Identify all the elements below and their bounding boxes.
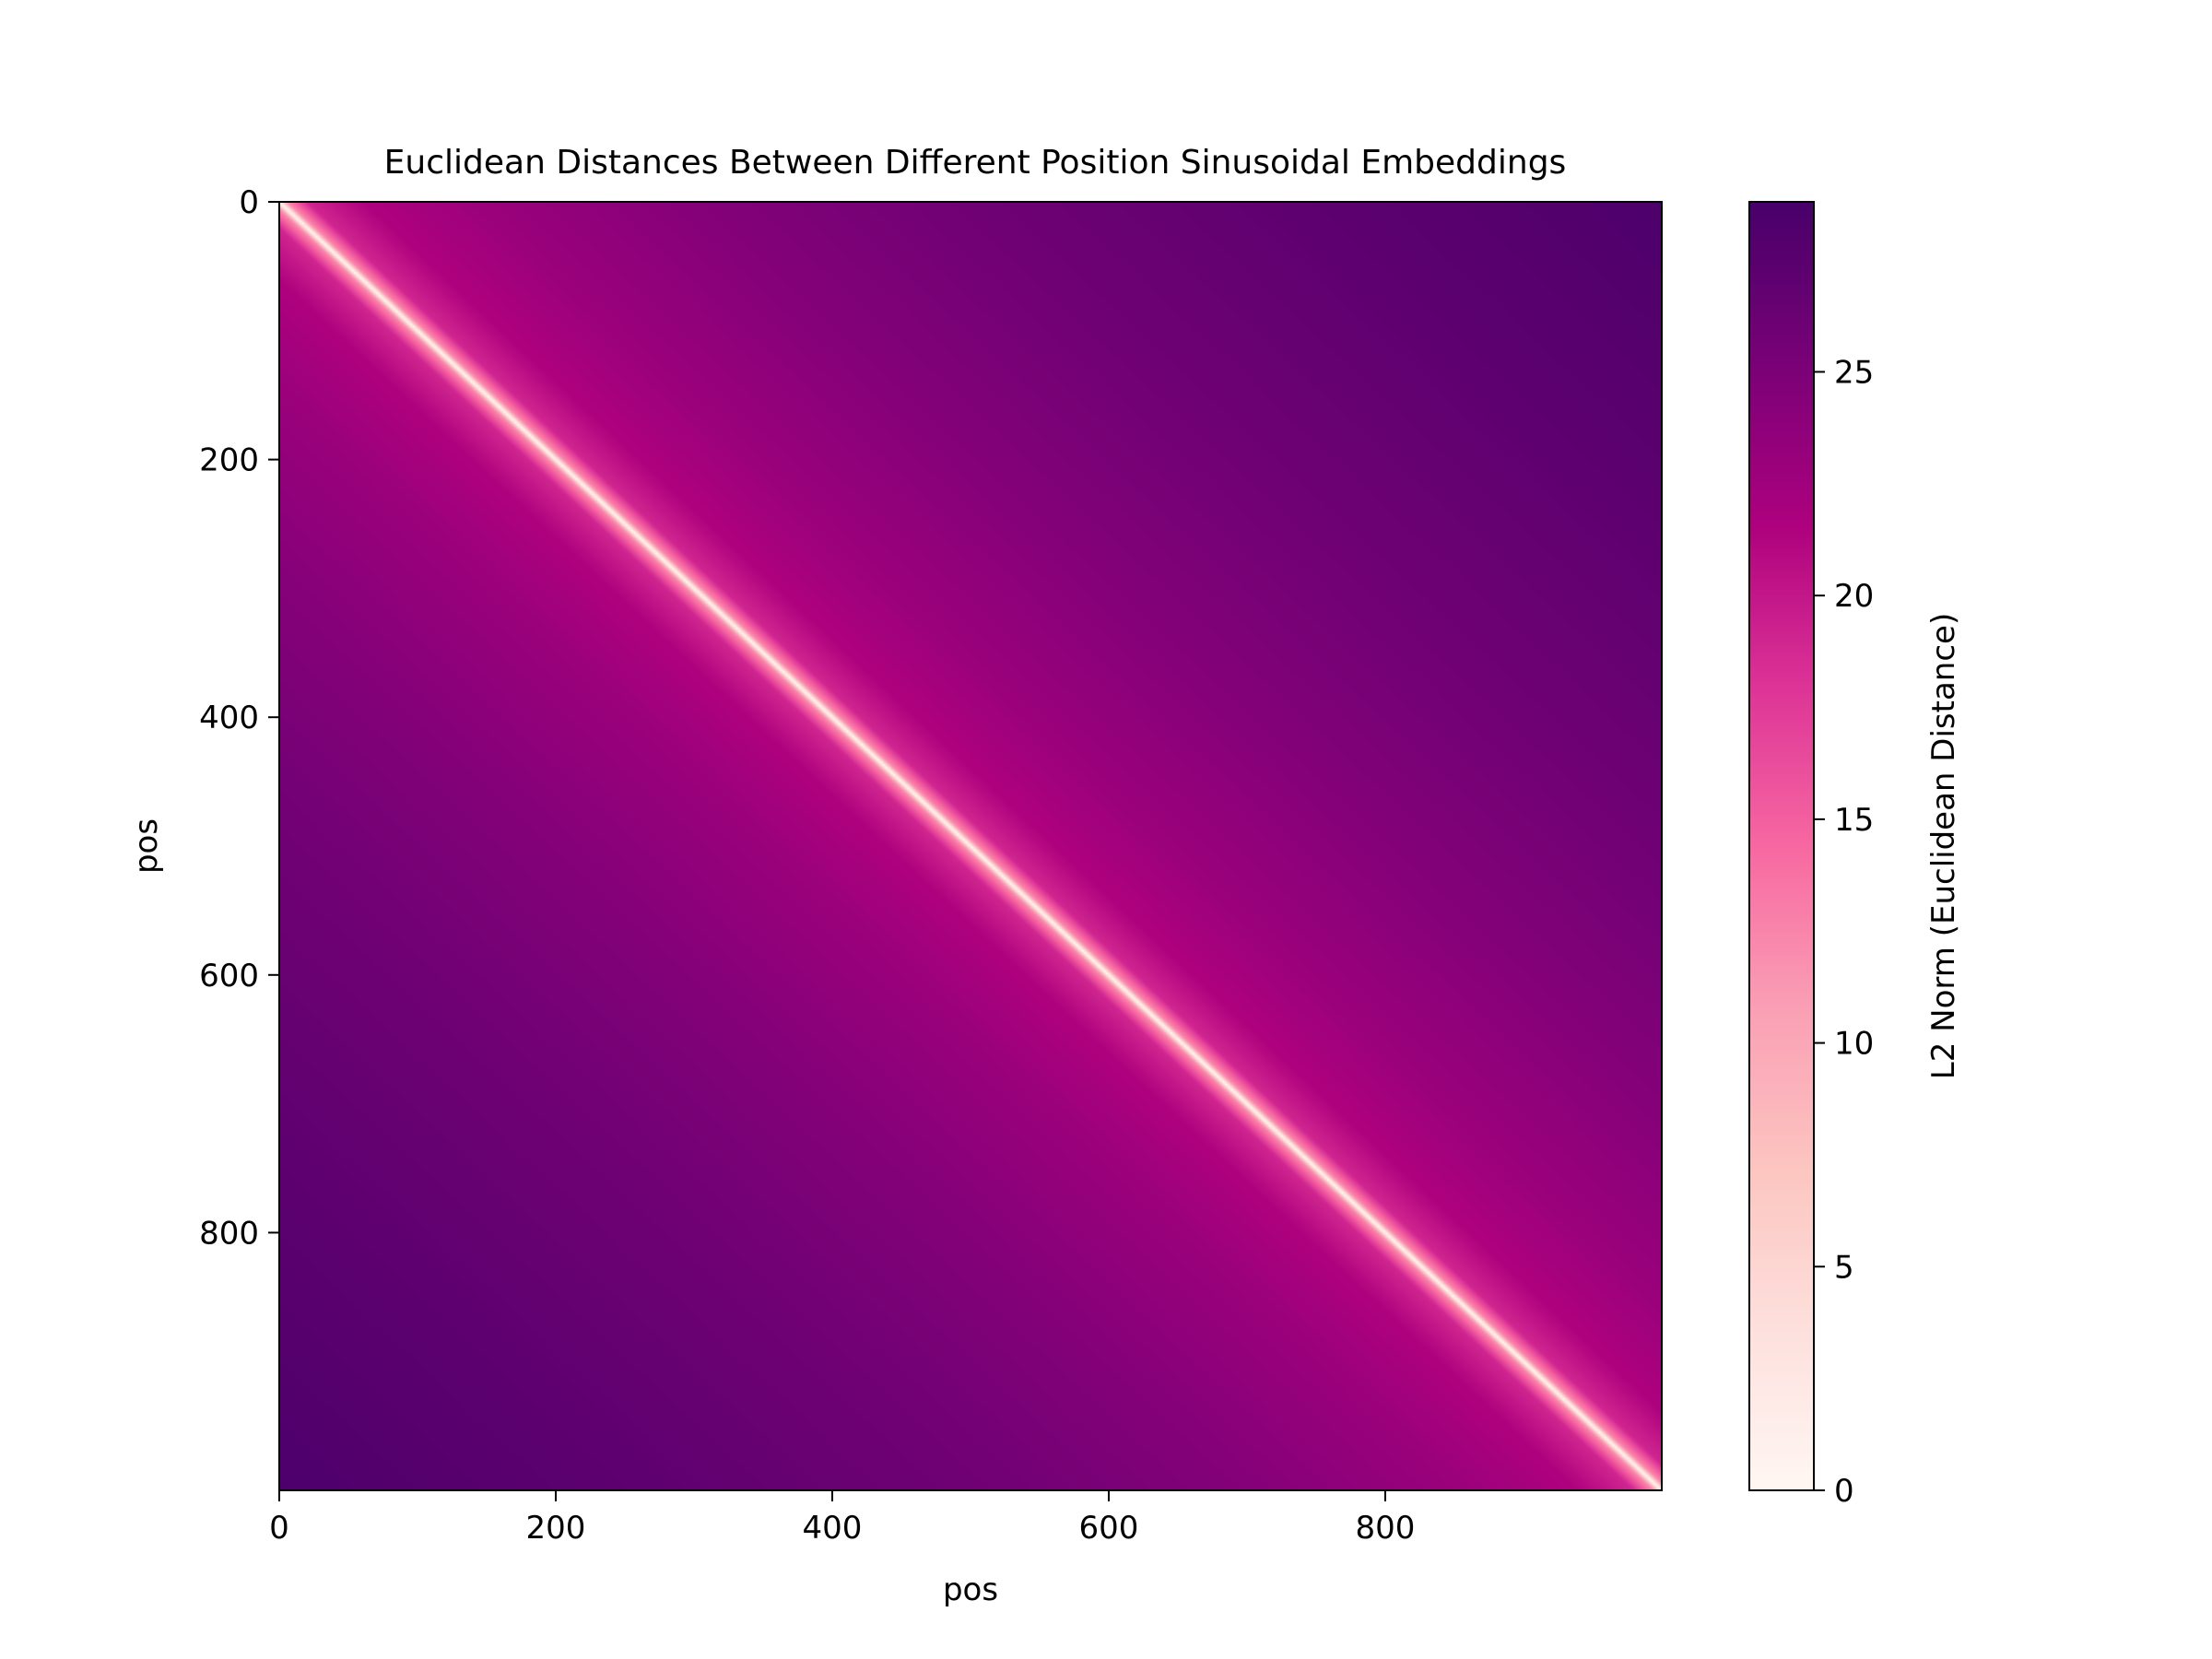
chart-title: Euclidean Distances Between Different Po… bbox=[384, 144, 1567, 182]
y-axis-label: pos bbox=[128, 818, 165, 874]
x-axis: 0 200 400 600 800 bbox=[269, 1490, 1415, 1547]
x-tick-label: 800 bbox=[1356, 1510, 1416, 1547]
colorbar-ticks: 0 5 10 15 20 25 bbox=[1814, 354, 1874, 1510]
heatmap-image bbox=[279, 202, 1662, 1490]
colorbar-tick-label: 5 bbox=[1834, 1249, 1854, 1286]
colorbar-frame bbox=[1748, 201, 1815, 1491]
plot-frame bbox=[278, 201, 1663, 1491]
colorbar-gradient bbox=[1749, 202, 1814, 1490]
y-tick-label: 400 bbox=[199, 700, 259, 736]
colorbar-tick-label: 10 bbox=[1834, 1026, 1874, 1063]
x-tick-label: 400 bbox=[803, 1510, 863, 1547]
colorbar-label: L2 Norm (Euclidean Distance) bbox=[1925, 613, 1962, 1079]
y-tick-label: 800 bbox=[199, 1215, 259, 1252]
y-tick-label: 600 bbox=[199, 958, 259, 994]
y-tick-label: 0 bbox=[239, 184, 259, 221]
y-tick-label: 200 bbox=[199, 442, 259, 479]
x-tick-label: 200 bbox=[526, 1510, 586, 1547]
colorbar-tick-label: 15 bbox=[1834, 802, 1874, 839]
heatmap-area bbox=[278, 201, 1663, 1491]
colorbar: 0 5 10 15 20 25 L2 Norm (Euclidean Distance) bbox=[1748, 201, 1962, 1510]
colorbar-tick-label: 20 bbox=[1834, 578, 1874, 615]
y-axis: 0 200 400 600 800 bbox=[199, 184, 279, 1252]
x-tick-label: 600 bbox=[1079, 1510, 1139, 1547]
colorbar-tick-label: 25 bbox=[1834, 354, 1874, 391]
x-tick-label: 0 bbox=[269, 1510, 289, 1547]
colorbar-tick-label: 0 bbox=[1834, 1473, 1854, 1510]
x-axis-label: pos bbox=[943, 1571, 998, 1608]
